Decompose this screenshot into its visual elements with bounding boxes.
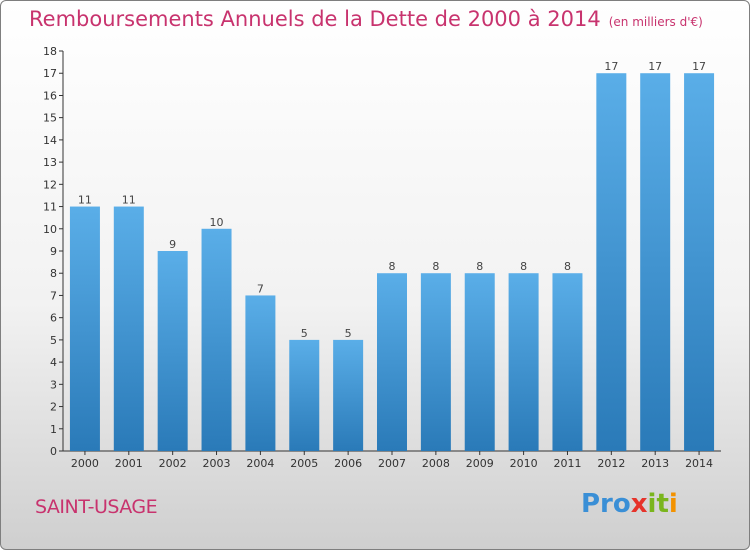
y-tick-label: 1 xyxy=(50,423,57,436)
bar-value-label: 8 xyxy=(520,260,527,273)
bar xyxy=(333,339,364,451)
x-tick-label: 2001 xyxy=(115,457,143,470)
bar xyxy=(508,273,539,451)
x-tick-label: 2000 xyxy=(71,457,99,470)
bar xyxy=(684,73,715,451)
x-tick-label: 2009 xyxy=(466,457,494,470)
y-tick-label: 6 xyxy=(50,312,57,325)
title-text: Remboursements Annuels de la Dette de 20… xyxy=(29,7,601,31)
y-tick-label: 18 xyxy=(43,45,57,58)
bar xyxy=(596,73,627,451)
bar-value-label: 8 xyxy=(476,260,483,273)
logo-part-3: it xyxy=(647,489,669,519)
bar xyxy=(552,273,583,451)
x-tick-label: 2005 xyxy=(290,457,318,470)
y-tick-label: 11 xyxy=(43,201,57,214)
bar-value-label: 11 xyxy=(78,194,92,207)
bar-value-label: 17 xyxy=(604,60,618,73)
logo-part-2: x xyxy=(630,489,648,519)
y-tick-label: 9 xyxy=(50,245,57,258)
bar-value-label: 8 xyxy=(432,260,439,273)
y-tick-label: 2 xyxy=(50,401,57,414)
bar-value-label: 9 xyxy=(169,238,176,251)
x-tick-label: 2006 xyxy=(334,457,362,470)
bar xyxy=(157,251,188,451)
bar-value-label: 5 xyxy=(345,327,352,340)
x-tick-label: 2011 xyxy=(553,457,581,470)
x-tick-label: 2002 xyxy=(159,457,187,470)
x-tick-label: 2013 xyxy=(641,457,669,470)
y-tick-label: 8 xyxy=(50,267,57,280)
y-tick-label: 13 xyxy=(43,156,57,169)
bar xyxy=(640,73,671,451)
y-tick-label: 10 xyxy=(43,223,57,236)
y-tick-label: 7 xyxy=(50,289,57,302)
y-tick-label: 4 xyxy=(50,356,57,369)
logo-part-1: Pro xyxy=(581,489,631,519)
bar-value-label: 10 xyxy=(210,216,224,229)
x-tick-label: 2008 xyxy=(422,457,450,470)
y-tick-label: 3 xyxy=(50,378,57,391)
bar-value-label: 11 xyxy=(122,194,136,207)
bar-value-label: 17 xyxy=(692,60,706,73)
y-tick-label: 17 xyxy=(43,67,57,80)
chart-title: Remboursements Annuels de la Dette de 20… xyxy=(29,7,703,31)
bars: 11 11 9 10 7 5 5 8 8 8 8 8 17 17 17 xyxy=(69,60,715,451)
y-tick-label: 14 xyxy=(43,134,57,147)
x-tick-label: 2004 xyxy=(246,457,274,470)
y-tick-label: 12 xyxy=(43,178,57,191)
y-tick-label: 15 xyxy=(43,112,57,125)
bar-value-label: 8 xyxy=(389,260,396,273)
bar xyxy=(201,228,232,451)
commune-name: SAINT-USAGE xyxy=(35,496,158,518)
bar-value-label: 8 xyxy=(564,260,571,273)
bar-value-label: 17 xyxy=(648,60,662,73)
x-tick-label: 2003 xyxy=(203,457,231,470)
unit-note: (en milliers d'€) xyxy=(608,15,703,29)
y-tick-label: 5 xyxy=(50,334,57,347)
bar xyxy=(113,206,144,451)
x-tick-label: 2007 xyxy=(378,457,406,470)
x-tick-label: 2010 xyxy=(510,457,538,470)
bar xyxy=(377,273,407,451)
bar xyxy=(289,339,320,451)
bar-value-label: 7 xyxy=(257,282,264,295)
bar xyxy=(420,273,451,451)
x-tick-label: 2014 xyxy=(685,457,713,470)
bar xyxy=(69,206,100,451)
bar-value-label: 5 xyxy=(301,327,308,340)
x-tick-label: 2012 xyxy=(597,457,625,470)
bar xyxy=(464,273,495,451)
logo-part-4: i xyxy=(668,489,678,519)
bar xyxy=(245,295,276,451)
y-tick-label: 16 xyxy=(43,89,57,102)
y-tick-label: 0 xyxy=(50,445,57,458)
proxiti-logo: Proxiti xyxy=(581,489,678,519)
